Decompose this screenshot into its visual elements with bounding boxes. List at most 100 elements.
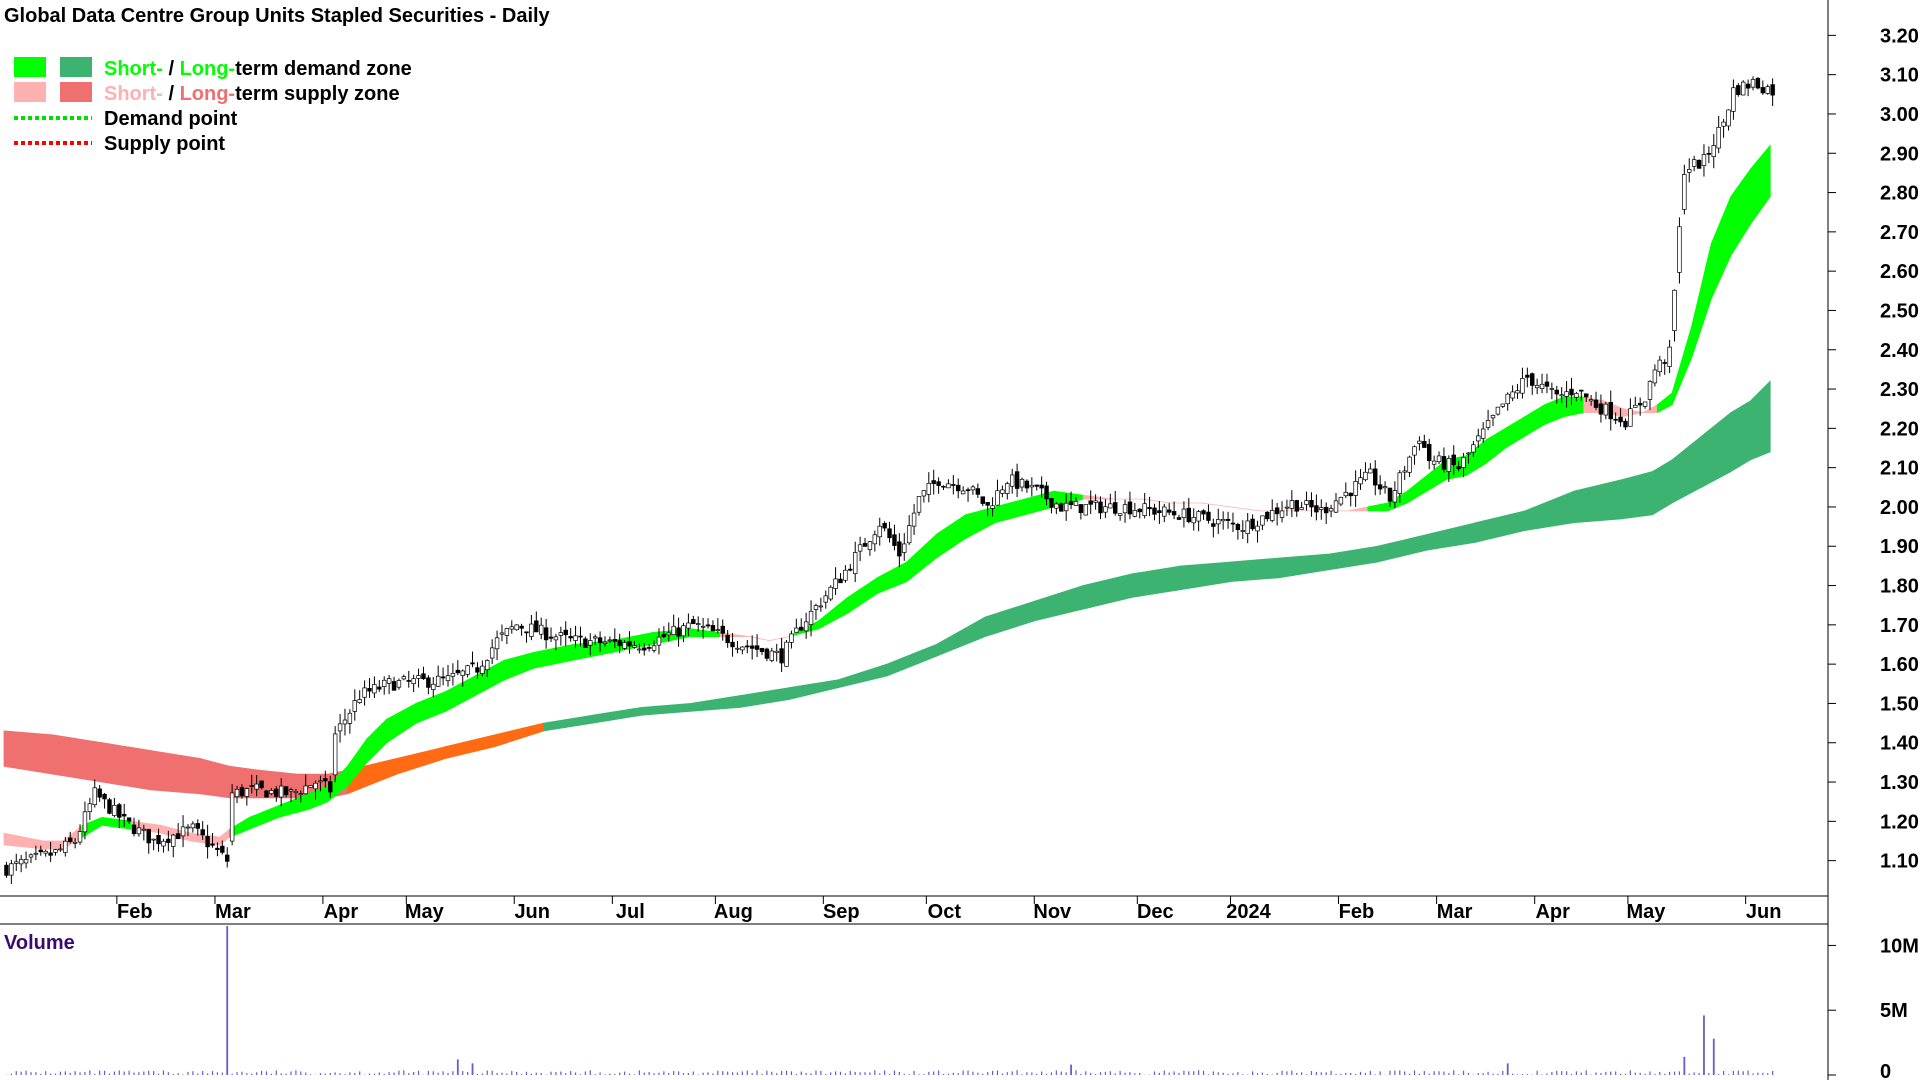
candle-body-up xyxy=(926,483,932,495)
candle xyxy=(1000,485,1005,498)
candle-body-up xyxy=(1392,490,1398,503)
candle xyxy=(180,815,186,848)
candle xyxy=(205,824,210,859)
candle-body-up xyxy=(813,605,819,610)
price-tick-label: 2.70 xyxy=(1880,222,1919,244)
candle xyxy=(77,824,83,845)
candle xyxy=(1049,498,1054,514)
candle-body-up xyxy=(857,544,863,552)
candle-body-up xyxy=(1559,394,1564,397)
candle-body-up xyxy=(1009,474,1015,487)
candle-body-up xyxy=(313,782,318,790)
candle xyxy=(1564,381,1569,408)
candle-body-up xyxy=(499,632,505,635)
candle-body-up xyxy=(833,578,838,589)
candle-body-down xyxy=(720,625,725,634)
candle-body-up xyxy=(1574,393,1579,398)
candle xyxy=(1574,391,1579,402)
volume-title: Volume xyxy=(4,932,75,954)
candle-body-up xyxy=(386,678,392,684)
candle xyxy=(1289,490,1295,518)
candle xyxy=(705,618,711,629)
candle xyxy=(63,836,68,857)
candle xyxy=(1255,520,1260,543)
candle xyxy=(1466,452,1471,464)
candle xyxy=(637,643,642,654)
time-tick-label: Aug xyxy=(714,901,753,923)
legend-label-part: Demand point xyxy=(104,108,238,130)
candle xyxy=(676,617,681,647)
candle-body-up xyxy=(872,534,878,545)
candle-body-up xyxy=(185,826,191,829)
candle-body-down xyxy=(1662,362,1667,364)
candle-body-up xyxy=(1691,159,1697,167)
candle xyxy=(867,540,873,556)
candle-body-up xyxy=(1628,408,1633,427)
candle xyxy=(1304,491,1309,511)
candle xyxy=(1034,484,1039,491)
candle xyxy=(759,647,765,656)
candle-body-down xyxy=(764,648,770,659)
time-tick-label: 2024 xyxy=(1226,901,1271,923)
candle-body-down xyxy=(548,636,554,639)
candle xyxy=(396,678,402,690)
candle-body-down xyxy=(1044,485,1049,500)
candle-body-up xyxy=(1343,491,1349,497)
candle xyxy=(563,621,568,647)
candle-body-up xyxy=(818,605,824,608)
candle-body-up xyxy=(480,665,485,674)
candle xyxy=(1309,492,1314,517)
candle-body-down xyxy=(563,629,568,636)
candle xyxy=(1696,159,1702,169)
candle-body-up xyxy=(1539,383,1545,389)
candle xyxy=(538,617,544,640)
candle xyxy=(28,853,34,864)
candle-body-up xyxy=(769,650,775,661)
candle-body-up xyxy=(485,660,490,671)
candle-body-down xyxy=(1323,506,1329,514)
candle xyxy=(156,828,161,852)
legend-label-part: Long- xyxy=(180,83,236,105)
candle-body-down xyxy=(1137,508,1142,513)
candle-body-up xyxy=(529,623,534,637)
candle xyxy=(328,775,333,798)
candle xyxy=(627,631,632,654)
candle-body-up xyxy=(656,636,662,646)
candle-body-down xyxy=(1265,511,1270,520)
candle-body-down xyxy=(892,534,897,546)
candle xyxy=(970,485,976,495)
candle xyxy=(666,622,671,642)
candle-body-up xyxy=(1338,496,1344,505)
price-tick-label: 1.90 xyxy=(1880,536,1919,558)
candle-body-up xyxy=(1417,440,1422,444)
legend-item: Supply point xyxy=(14,133,225,155)
candle xyxy=(1637,397,1643,416)
candle xyxy=(995,479,1000,506)
candle-body-up xyxy=(332,733,338,776)
candle-body-down xyxy=(274,788,279,797)
candle-body-up xyxy=(77,831,83,843)
long-term-zone-segment xyxy=(52,734,103,783)
candle-body-down xyxy=(68,837,73,843)
candle-body-up xyxy=(1412,446,1417,456)
candle-body-up xyxy=(1490,415,1496,419)
candle-body-up xyxy=(960,490,966,495)
candle-body-down xyxy=(597,637,603,644)
time-tick-label: Jun xyxy=(1746,901,1782,923)
candle-body-up xyxy=(843,569,848,581)
candle xyxy=(543,618,549,649)
candle xyxy=(1569,377,1574,406)
time-tick-label: Nov xyxy=(1033,901,1072,923)
long-term-zone-segment xyxy=(1230,557,1280,583)
candle xyxy=(121,803,127,827)
candle xyxy=(1534,378,1540,395)
candle-body-down xyxy=(4,864,9,876)
candle-body-up xyxy=(1446,458,1452,472)
candle xyxy=(651,640,657,653)
candle xyxy=(1314,494,1319,521)
time-tick-label: Feb xyxy=(117,901,153,923)
candle-body-down xyxy=(475,667,480,673)
candle-body-down xyxy=(470,662,475,665)
candle-body-up xyxy=(921,490,927,497)
candle xyxy=(1657,356,1663,377)
